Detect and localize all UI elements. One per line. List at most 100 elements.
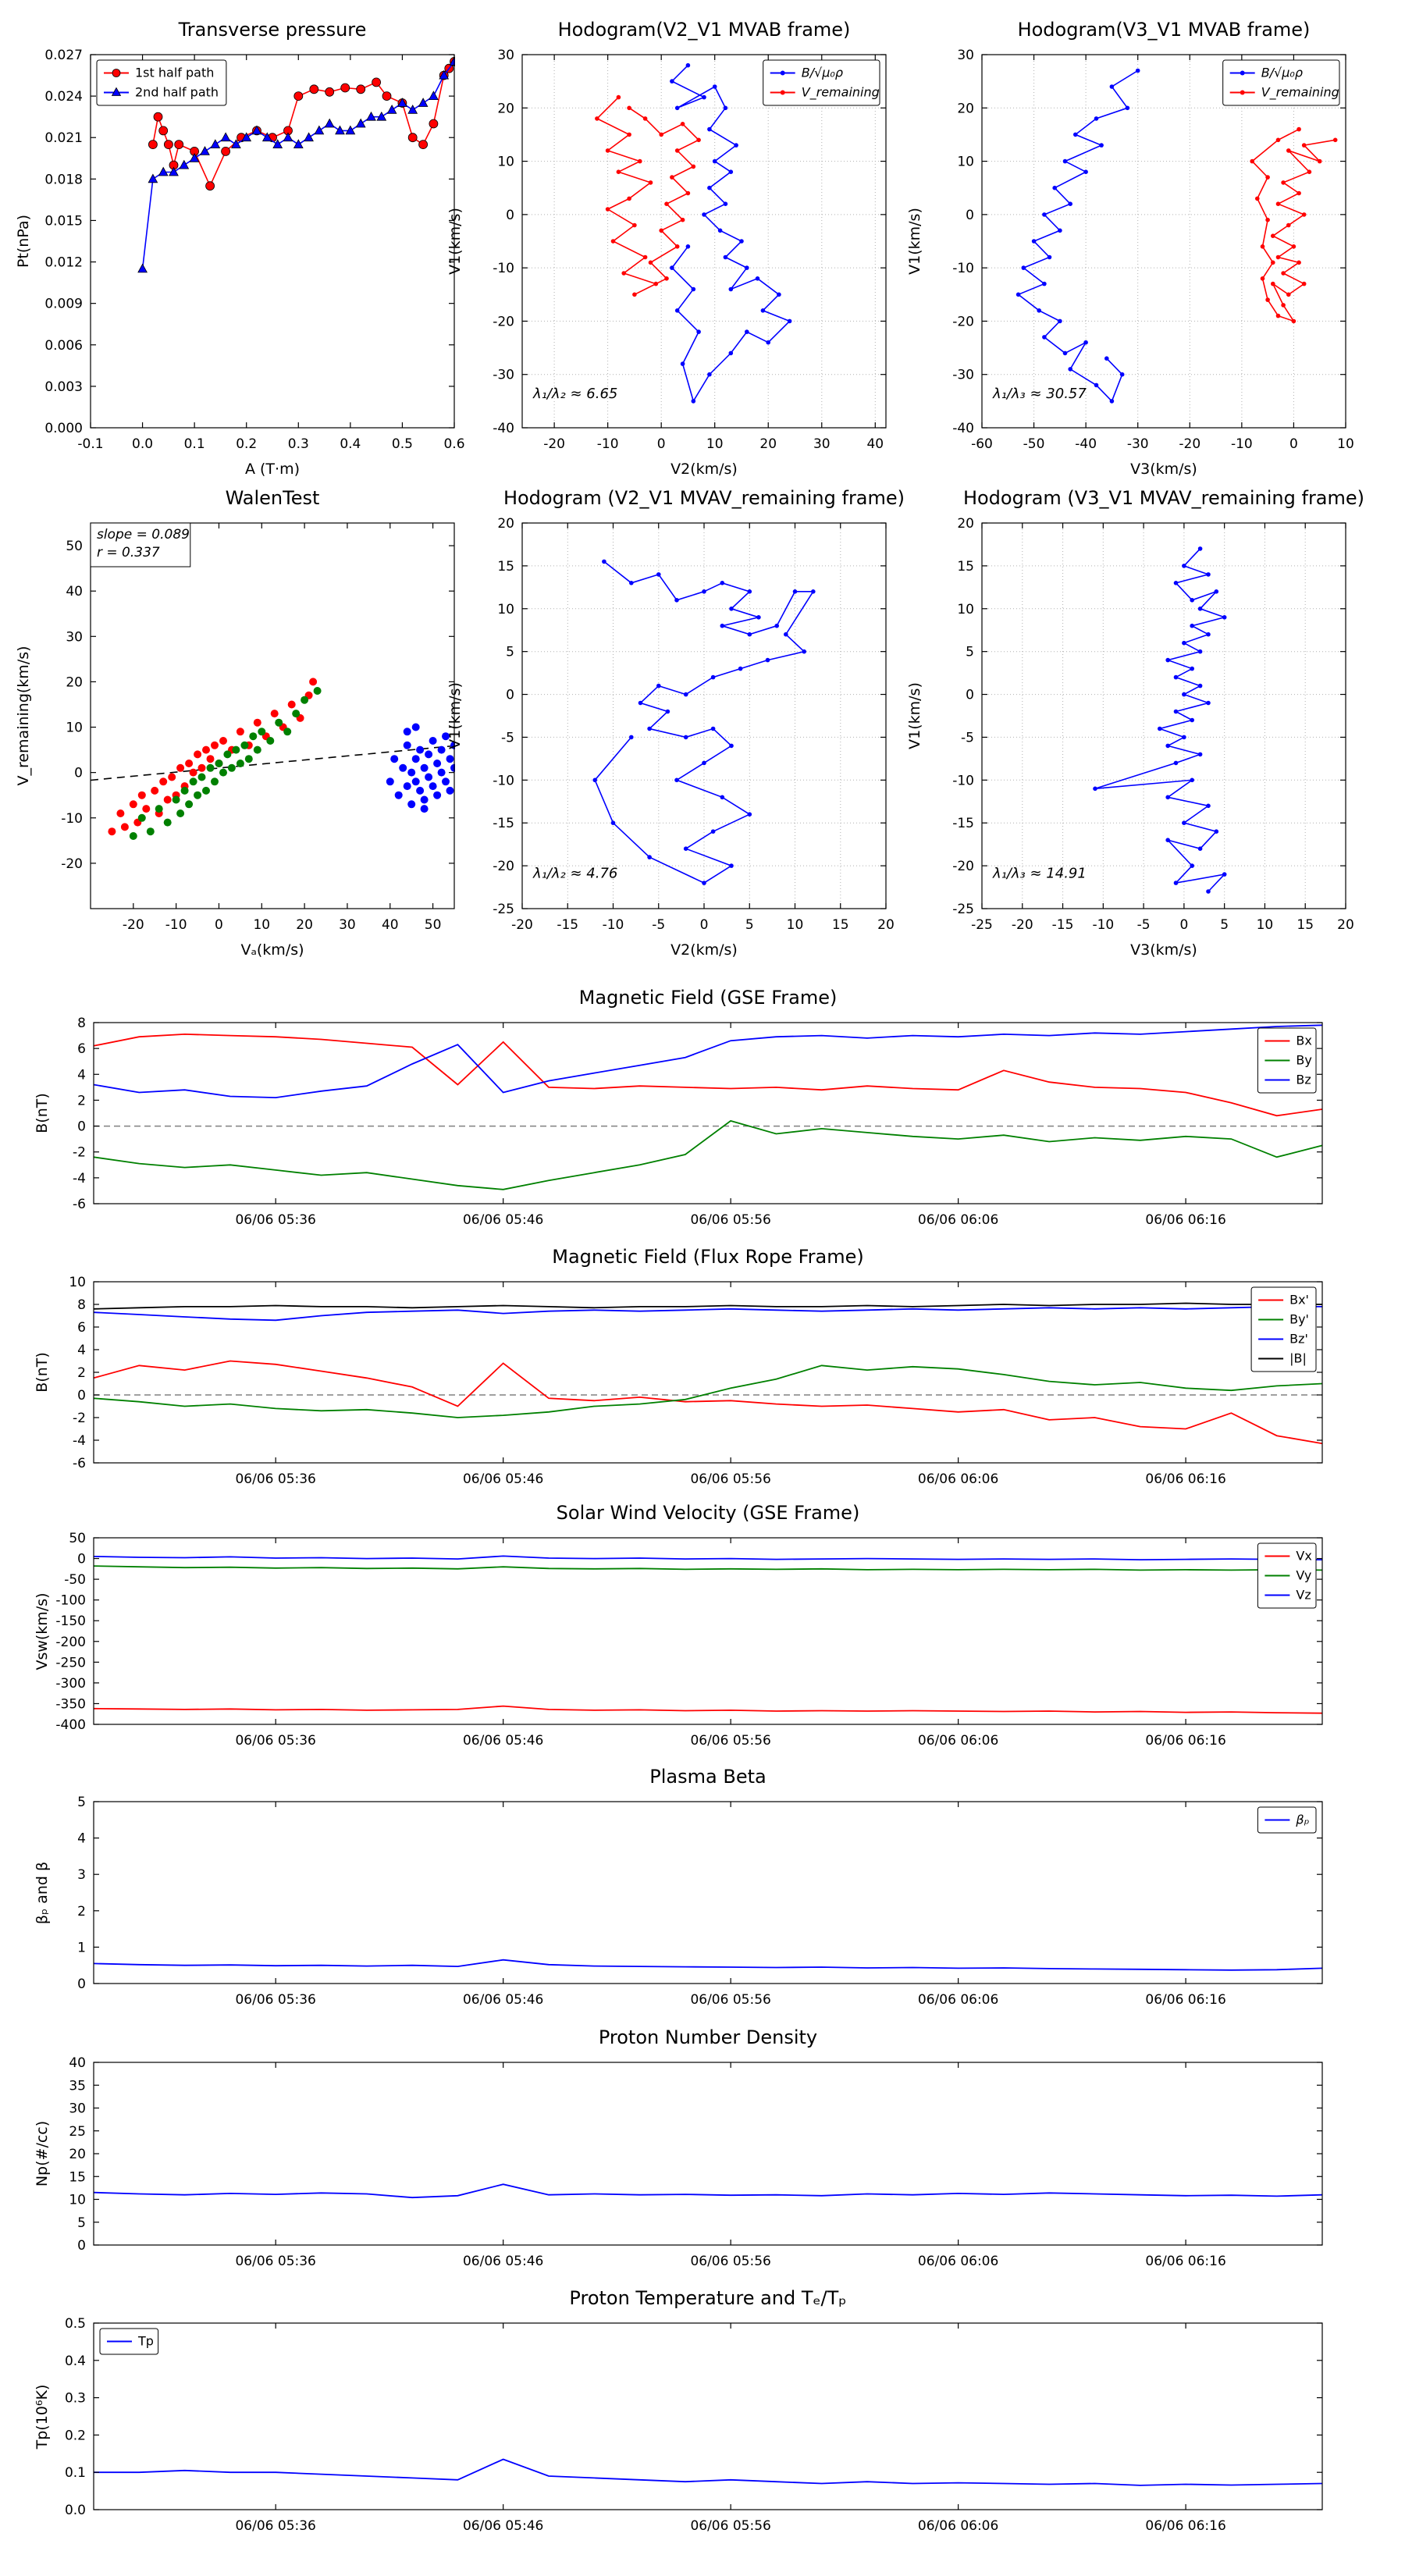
svg-text:-5: -5 [961, 730, 974, 745]
svg-text:06/06 05:46: 06/06 05:46 [463, 1992, 543, 2008]
svg-text:15: 15 [69, 2169, 86, 2185]
svg-text:4: 4 [77, 1343, 86, 1358]
panel-plot-hodogram-v2v1-mvav: -20 -15 -10 -5 0 5 10 15 20-25-20-15-10-50510152… [493, 516, 895, 933]
svg-text:4: 4 [77, 1831, 86, 1847]
svg-text:0.0: 0.0 [132, 436, 153, 452]
svg-text:0.2: 0.2 [236, 436, 257, 452]
svg-text:-50: -50 [64, 1572, 86, 1588]
svg-text:-30: -30 [952, 368, 974, 383]
panel-plot-plasma-beta: 06/06 05:36 06/06 05:46 06/06 05:56 06/06 0… [77, 1795, 1323, 2008]
svg-text:10: 10 [69, 2193, 86, 2208]
panel-plot-proton-temperature: 06/06 05:36 06/06 05:46 06/06 05:56 06/06 0… [65, 2316, 1323, 2534]
series-b-magnitude [93, 1302, 1322, 1310]
svg-text:10: 10 [787, 917, 804, 933]
svg-text:1: 1 [77, 1940, 86, 1955]
svg-text:Bx': Bx' [1289, 1293, 1309, 1308]
svg-text:2: 2 [77, 1904, 86, 1920]
svg-text:Vx: Vx [1296, 1549, 1311, 1564]
svg-text:0: 0 [74, 766, 83, 781]
svg-text:3: 3 [77, 1867, 86, 1883]
svg-text:10: 10 [957, 602, 974, 617]
series-v-remaining-path [594, 560, 815, 884]
svg-text:-20: -20 [493, 314, 514, 329]
svg-text:0.018: 0.018 [44, 172, 83, 187]
svg-text:-6: -6 [73, 1456, 86, 1471]
svg-text:06/06 06:16: 06/06 06:16 [1145, 1471, 1225, 1487]
svg-text:06/06 05:36: 06/06 05:36 [235, 1212, 315, 1228]
svg-text:5: 5 [77, 2215, 86, 2231]
series-bz [93, 1024, 1323, 1099]
svg-text:V_remaining: V_remaining [802, 85, 880, 101]
svg-text:λ₁/λ₂ ≈ 6.65: λ₁/λ₂ ≈ 6.65 [532, 386, 617, 402]
svg-text:0.021: 0.021 [44, 130, 83, 146]
svg-text:5: 5 [77, 1795, 86, 1810]
svg-text:06/06 06:06: 06/06 06:06 [918, 1212, 998, 1228]
svg-text:-60: -60 [971, 436, 993, 452]
svg-text:-10: -10 [952, 261, 974, 276]
svg-text:06/06 06:06: 06/06 06:06 [918, 1992, 998, 2008]
svg-text:0: 0 [966, 688, 974, 703]
svg-text:0.012: 0.012 [44, 255, 83, 271]
svg-text:-10: -10 [1231, 436, 1253, 452]
svg-text:30: 30 [339, 917, 356, 933]
svg-text:-50: -50 [1023, 436, 1045, 452]
svg-text:0: 0 [1289, 436, 1298, 452]
svg-text:B/√μ₀ρ: B/√μ₀ρ [802, 66, 843, 80]
svg-text:-5: -5 [652, 917, 665, 933]
svg-text:06/06 05:36: 06/06 05:36 [235, 1471, 315, 1487]
svg-text:By': By' [1289, 1312, 1309, 1327]
svg-text:40: 40 [866, 436, 884, 452]
svg-text:40: 40 [382, 917, 399, 933]
svg-text:V_remaining: V_remaining [1261, 85, 1339, 101]
panel-plot-hodogram-v3v1-mvab: -60 -50 -40 -30 -20 -10 0 10 -40 -30 -20 -10 0 10 20 30… [952, 48, 1354, 452]
svg-text:0.015: 0.015 [44, 213, 83, 229]
svg-text:-20: -20 [952, 314, 974, 329]
svg-text:06/06 05:56: 06/06 05:56 [690, 1471, 770, 1487]
svg-text:20: 20 [759, 436, 777, 452]
svg-text:4: 4 [77, 1067, 86, 1083]
svg-text:15: 15 [957, 559, 974, 575]
svg-text:0.006: 0.006 [44, 338, 83, 354]
svg-text:20: 20 [296, 917, 313, 933]
svg-text:06/06 06:16: 06/06 06:16 [1145, 2254, 1225, 2269]
svg-text:0: 0 [215, 917, 223, 933]
svg-text:10: 10 [1337, 436, 1354, 452]
svg-text:06/06 05:56: 06/06 05:56 [690, 2254, 770, 2269]
svg-text:-20: -20 [61, 856, 83, 872]
svg-text:-300: -300 [55, 1676, 86, 1692]
svg-text:0.3: 0.3 [65, 2391, 86, 2407]
svg-text:-400: -400 [55, 1717, 86, 1733]
svg-text:06/06 05:36: 06/06 05:36 [235, 2254, 315, 2269]
svg-text:-5: -5 [501, 730, 514, 745]
svg-text:0.1: 0.1 [184, 436, 205, 452]
svg-text:10: 10 [253, 917, 270, 933]
svg-text:-4: -4 [73, 1433, 86, 1449]
svg-text:0: 0 [77, 2238, 86, 2254]
svg-text:-15: -15 [1052, 917, 1074, 933]
svg-text:0.2: 0.2 [65, 2428, 86, 2443]
svg-text:2: 2 [77, 1365, 86, 1381]
svg-text:06/06 05:36: 06/06 05:36 [235, 1992, 315, 2008]
svg-text:-20: -20 [1012, 917, 1033, 933]
svg-text:06/06 06:06: 06/06 06:06 [918, 2518, 998, 2534]
series-by-prime [93, 1364, 1323, 1418]
svg-text:2nd half path: 2nd half path [135, 85, 219, 100]
svg-text:15: 15 [832, 917, 849, 933]
svg-text:06/06 06:06: 06/06 06:06 [918, 1471, 998, 1487]
series-np [93, 2183, 1323, 2199]
svg-text:30: 30 [813, 436, 831, 452]
svg-text:25: 25 [69, 2124, 86, 2140]
svg-text:10: 10 [957, 155, 974, 170]
svg-text:-0.1: -0.1 [77, 436, 103, 452]
svg-text:Bz: Bz [1296, 1073, 1311, 1087]
series-beta-p [93, 1959, 1323, 1971]
svg-text:-10: -10 [165, 917, 187, 933]
svg-text:5: 5 [506, 645, 514, 660]
svg-text:0.5: 0.5 [65, 2316, 86, 2332]
svg-text:06/06 05:56: 06/06 05:56 [690, 1212, 770, 1228]
series-bx-prime [93, 1360, 1323, 1445]
svg-text:-100: -100 [55, 1593, 86, 1609]
svg-text:-250: -250 [55, 1655, 86, 1670]
